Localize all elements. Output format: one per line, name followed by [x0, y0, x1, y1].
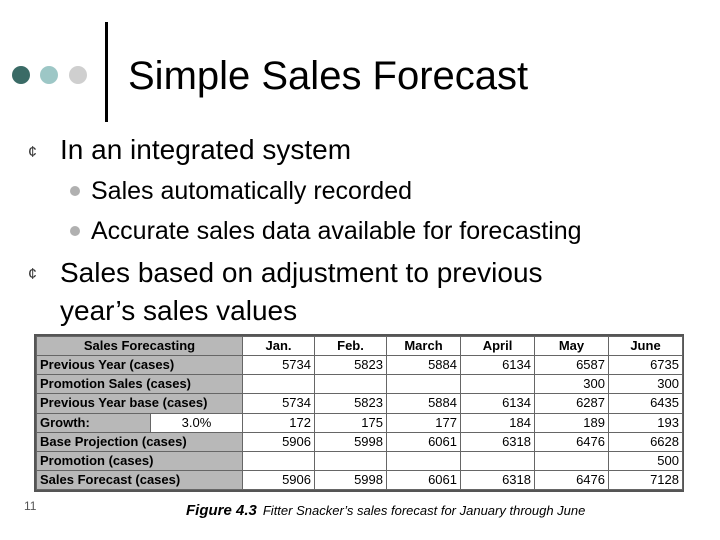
- row-label: Promotion Sales (cases): [36, 374, 243, 395]
- table-cell: 6061: [386, 431, 461, 452]
- month-header: Feb.: [314, 335, 387, 357]
- table-row: Base Projection (cases) 5906 5998 6061 6…: [36, 431, 683, 452]
- table-cell: 175: [314, 412, 387, 433]
- row-label: Sales Forecast (cases): [36, 469, 243, 491]
- table-cell: 193: [608, 412, 683, 433]
- table-cell: 5823: [314, 393, 387, 414]
- sales-forecast-table: Sales Forecasting Jan. Feb. March April …: [34, 334, 684, 492]
- table-row: Previous Year base (cases) 5734 5823 588…: [36, 393, 683, 414]
- table-cell: 6134: [460, 355, 535, 376]
- table-header-row: Sales Forecasting Jan. Feb. March April …: [36, 335, 683, 357]
- sub-bullet-icon: [70, 226, 80, 236]
- table-cell: 6134: [460, 393, 535, 414]
- table-cell: [314, 450, 387, 471]
- table-cell: 5734: [242, 393, 315, 414]
- row-label: Previous Year base (cases): [36, 393, 243, 414]
- table-cell: 5734: [242, 355, 315, 376]
- table-cell: [314, 374, 387, 395]
- table-cell: [460, 450, 535, 471]
- table-row: Promotion Sales (cases) 300 300: [36, 374, 683, 395]
- table-cell: 5998: [314, 431, 387, 452]
- bullet-text-continued: year’s sales values: [60, 295, 298, 326]
- month-header: Jan.: [242, 335, 315, 357]
- table-cell: 184: [460, 412, 535, 433]
- table-cell: 5884: [386, 393, 461, 414]
- month-header: April: [460, 335, 535, 357]
- row-label: Growth:: [36, 412, 151, 433]
- table-cell: [534, 450, 609, 471]
- table-cell: 5998: [314, 469, 387, 491]
- figure-label: Figure 4.3: [186, 502, 257, 519]
- bullet-icon: ¢: [28, 266, 37, 283]
- table-cell: 6435: [608, 393, 683, 414]
- table-cell: 6628: [608, 431, 683, 452]
- month-header: May: [534, 335, 609, 357]
- table-cell: 5823: [314, 355, 387, 376]
- table-cell: [242, 450, 315, 471]
- table-cell: 5906: [242, 431, 315, 452]
- table-row: Previous Year (cases) 5734 5823 5884 613…: [36, 355, 683, 376]
- table-cell: 6476: [534, 469, 609, 491]
- table-cell: [386, 374, 461, 395]
- table-cell: 177: [386, 412, 461, 433]
- row-label: Promotion (cases): [36, 450, 243, 471]
- table-cell: 300: [534, 374, 609, 395]
- month-header: June: [608, 335, 683, 357]
- bullet-icon: ¢: [28, 144, 37, 161]
- title-divider: [105, 22, 108, 122]
- table-cell: [242, 374, 315, 395]
- slide-title: Simple Sales Forecast: [128, 54, 529, 98]
- table-row: Growth: 3.0% 172 175 177 184 189 193: [36, 412, 683, 433]
- figure-caption-text: Fitter Snacker’s sales forecast for Janu…: [262, 503, 586, 518]
- table-cell: [460, 374, 535, 395]
- table-cell: 7128: [608, 469, 683, 491]
- slide-number: 11: [24, 499, 37, 513]
- growth-rate-cell: 3.0%: [150, 412, 243, 433]
- table-cell: 6476: [534, 431, 609, 452]
- table-cell: 6735: [608, 355, 683, 376]
- table-cell: 5906: [242, 469, 315, 491]
- table-cell: 6318: [460, 431, 535, 452]
- table-cell: 172: [242, 412, 315, 433]
- table-row: Sales Forecast (cases) 5906 5998 6061 63…: [36, 469, 683, 491]
- table-row: Promotion (cases) 500: [36, 450, 683, 471]
- table-cell: [386, 450, 461, 471]
- row-label: Previous Year (cases): [36, 355, 243, 376]
- sub-bullet-icon: [70, 186, 80, 196]
- decor-dot-teal: [40, 66, 58, 84]
- table-cell: 189: [534, 412, 609, 433]
- decor-dot-dark: [12, 66, 30, 84]
- sub-bullet-text: Sales automatically recorded: [91, 177, 412, 205]
- row-label: Base Projection (cases): [36, 431, 243, 452]
- table-cell: 6587: [534, 355, 609, 376]
- decor-dot-gray: [69, 66, 87, 84]
- figure-caption: Figure 4.3 Fitter Snacker’s sales forecas…: [186, 502, 585, 520]
- table-cell: 6061: [386, 469, 461, 491]
- table-cell: 5884: [386, 355, 461, 376]
- month-header: March: [386, 335, 461, 357]
- table-cell: 500: [608, 450, 683, 471]
- bullet-text: Sales based on adjustment to previous: [60, 257, 543, 288]
- table-cell: 300: [608, 374, 683, 395]
- bullet-text: In an integrated system: [60, 134, 352, 165]
- table-header-label: Sales Forecasting: [36, 335, 243, 357]
- table-cell: 6287: [534, 393, 609, 414]
- sales-table: Sales Forecasting Jan. Feb. March April …: [36, 335, 683, 491]
- sub-bullet-text: Accurate sales data available for foreca…: [91, 217, 582, 245]
- table-cell: 6318: [460, 469, 535, 491]
